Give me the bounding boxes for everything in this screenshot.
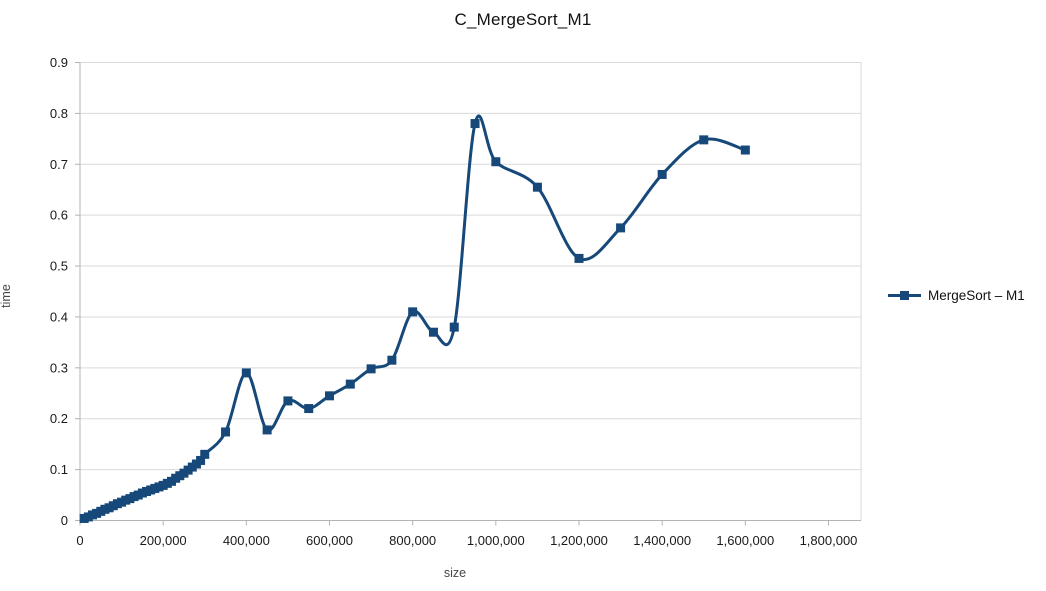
data-point-marker	[241, 368, 251, 378]
x-tick-label: 1,800,000	[800, 533, 858, 548]
data-point-marker	[283, 396, 293, 406]
x-tick-label: 1,000,000	[467, 533, 525, 548]
y-tick-label: 0.5	[50, 259, 68, 274]
legend-square-swatch	[900, 291, 909, 300]
x-tick-label: 1,400,000	[633, 533, 691, 548]
data-point-marker	[221, 427, 231, 437]
data-point-marker	[262, 425, 272, 435]
data-point-marker	[657, 169, 667, 179]
data-point-marker	[304, 404, 314, 414]
x-tick-label: 600,000	[306, 533, 353, 548]
y-tick-label: 0.7	[50, 157, 68, 172]
data-point-marker	[532, 182, 542, 192]
legend-label: MergeSort – M1	[928, 288, 1025, 303]
data-point-marker	[699, 135, 709, 145]
y-tick-label: 0.8	[50, 106, 68, 121]
y-axis-title: time	[0, 284, 13, 308]
data-point-marker	[200, 449, 210, 459]
y-tick-label: 0	[61, 513, 68, 528]
legend-marker-icon	[888, 291, 921, 300]
data-point-marker	[449, 322, 459, 332]
data-point-marker	[428, 327, 438, 337]
data-point-marker	[325, 391, 334, 401]
data-point-marker	[366, 364, 376, 374]
x-tick-label: 0	[76, 533, 83, 548]
data-point-marker	[196, 455, 206, 465]
data-point-marker	[408, 307, 418, 317]
x-tick-label: 400,000	[223, 533, 270, 548]
y-tick-label: 0.2	[50, 411, 68, 426]
x-tick-label: 200,000	[140, 533, 187, 548]
data-point-marker	[616, 223, 626, 233]
data-point-marker	[491, 157, 501, 167]
data-point-marker	[470, 119, 480, 129]
x-tick-label: 1,600,000	[716, 533, 774, 548]
data-point-marker	[345, 379, 355, 389]
chart-title: C_MergeSort_M1	[454, 10, 592, 29]
legend: MergeSort – M1	[888, 288, 1025, 303]
y-tick-label: 0.1	[50, 462, 68, 477]
y-tick-label: 0.3	[50, 360, 68, 375]
y-tick-label: 0.6	[50, 208, 68, 223]
x-tick-label: 800,000	[389, 533, 436, 548]
y-tick-label: 0.9	[50, 55, 68, 70]
data-point-marker	[574, 253, 584, 263]
data-point-marker	[387, 355, 397, 365]
x-tick-label: 1,200,000	[550, 533, 608, 548]
y-tick-label: 0.4	[50, 309, 68, 324]
data-point-marker	[740, 145, 750, 155]
x-axis-title: size	[443, 566, 467, 580]
